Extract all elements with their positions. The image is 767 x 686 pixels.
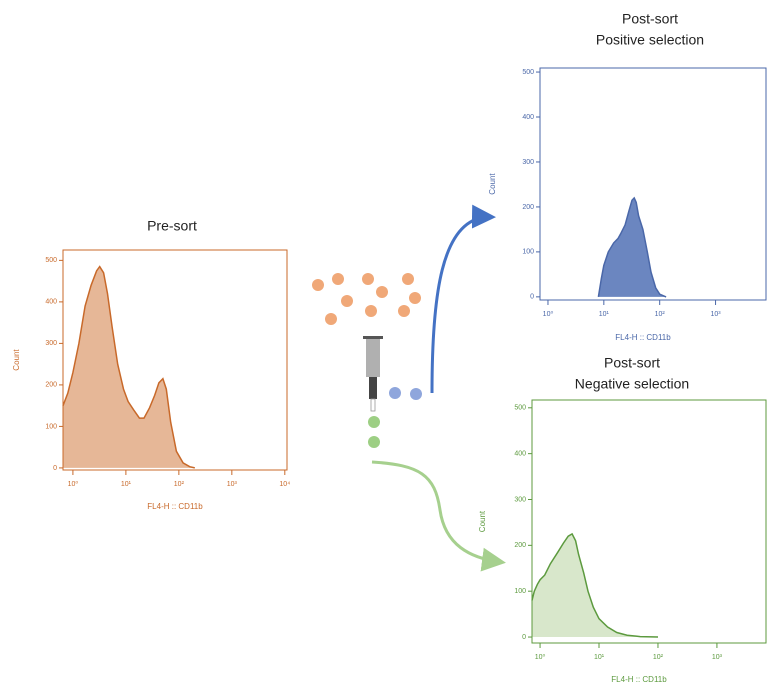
y-tick-label: 200 [514, 542, 526, 549]
y-axis-label: Count [12, 349, 21, 371]
y-tick-label: 0 [530, 294, 534, 301]
x-tick-label: 10¹ [594, 654, 605, 661]
x-axis-label: FL4-H :: CD11b [147, 502, 203, 511]
x-tick-label: 10⁰ [543, 310, 554, 318]
chart-title: Pre-sort [147, 218, 197, 234]
y-tick-label: 200 [45, 382, 57, 389]
histogram: Pre-sort 0 100 200 300 400 500 10⁰ 10¹ 10² 10³ 10⁴ F… [12, 218, 290, 511]
figure: Pre-sort 0 100 200 300 400 500 10⁰ 10¹ 10² 10³ 10⁴ F… [0, 0, 767, 686]
y-tick-label: 300 [45, 340, 57, 347]
x-tick-label: 10³ [712, 654, 723, 661]
y-tick-label: 300 [522, 159, 534, 166]
histogram: Post-sort Negative selection 0 100 200 300 400… [478, 355, 766, 684]
x-tick-label: 10² [653, 654, 664, 661]
chart-subtitle: Positive selection [596, 32, 704, 48]
y-tick-label: 500 [514, 405, 526, 412]
positive-arrow [432, 217, 490, 393]
y-tick-label: 400 [45, 299, 57, 306]
area-fill [532, 534, 658, 637]
y-tick-label: 0 [53, 465, 57, 472]
y-tick-label: 100 [514, 588, 526, 595]
x-tick-label: 10¹ [599, 311, 610, 318]
x-axis-label: FL4-H :: CD11b [611, 675, 667, 684]
area-fill [598, 198, 666, 297]
y-tick-label: 400 [522, 114, 534, 121]
y-tick-label: 100 [522, 249, 534, 256]
y-tick-label: 0 [522, 634, 526, 641]
y-tick-label: 500 [45, 257, 57, 264]
x-tick-label: 10¹ [121, 481, 132, 488]
chart-title: Post-sort [604, 355, 660, 371]
chart-title: Post-sort [622, 11, 678, 27]
x-tick-label: 10⁰ [68, 480, 79, 488]
chart-subtitle: Negative selection [575, 376, 689, 392]
y-tick-label: 400 [514, 450, 526, 457]
y-axis-label: Count [478, 510, 487, 532]
y-axis-label: Count [488, 173, 497, 195]
x-tick-label: 10³ [227, 481, 238, 488]
x-tick-label: 10² [174, 481, 185, 488]
sorting-column [363, 336, 383, 411]
cell-sorting-illustration [312, 217, 500, 562]
y-tick-label: 100 [45, 423, 57, 430]
x-axis-label: FL4-H :: CD11b [615, 333, 671, 342]
x-tick-label: 10² [655, 311, 666, 318]
x-tick-label: 10³ [710, 311, 721, 318]
x-tick-label: 10⁴ [279, 481, 290, 488]
mixed-cells [312, 273, 421, 325]
y-tick-label: 500 [522, 69, 534, 76]
y-tick-label: 200 [522, 204, 534, 211]
y-tick-label: 300 [514, 496, 526, 503]
histogram: Post-sort Positive selection 0 100 200 300 400… [488, 11, 766, 342]
area-fill [63, 267, 195, 468]
x-tick-label: 10⁰ [535, 653, 546, 661]
plot-frame [540, 68, 766, 300]
